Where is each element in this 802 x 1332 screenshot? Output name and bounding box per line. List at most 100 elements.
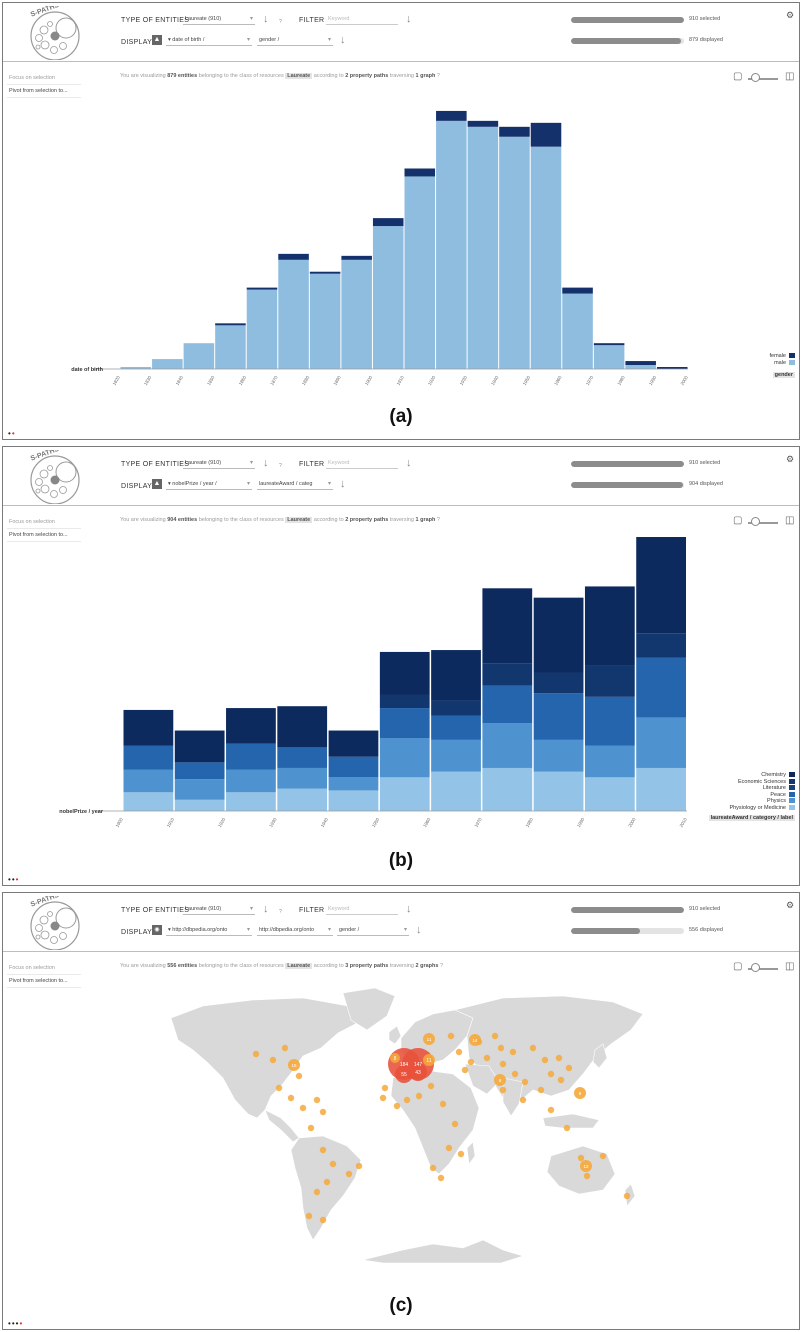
bar-physiology-or-medicine-1940[interactable]	[328, 790, 379, 811]
help-icon[interactable]: ?	[279, 909, 282, 915]
help-icon[interactable]: ?	[279, 19, 282, 25]
map-marker[interactable]	[313, 1188, 321, 1196]
bar-male-1910[interactable]	[404, 176, 436, 369]
bar-female-1970[interactable]	[593, 343, 625, 346]
x-axis-label[interactable]: nobelPrize / year	[59, 809, 104, 815]
map-marker-labeled[interactable]	[494, 1074, 506, 1086]
class-chip[interactable]: Laureate	[285, 73, 313, 79]
map-marker[interactable]	[547, 1070, 555, 1078]
bar-peace-1910[interactable]	[174, 762, 225, 780]
map-marker[interactable]	[427, 1082, 435, 1090]
map-marker[interactable]	[299, 1104, 307, 1112]
pagination-dots[interactable]: ••••	[8, 1319, 24, 1328]
bar-chemistry-1900[interactable]	[123, 709, 174, 746]
bar-female-1940[interactable]	[499, 126, 530, 137]
pagination-dots[interactable]: •••	[8, 875, 20, 884]
map-marker[interactable]	[429, 1164, 437, 1172]
map-marker-labeled[interactable]	[288, 1059, 300, 1071]
view-slider[interactable]	[748, 968, 778, 970]
legend-item[interactable]: Peace	[729, 792, 795, 799]
bar-male-1970[interactable]	[593, 345, 625, 369]
map-marker[interactable]	[269, 1056, 277, 1064]
map-marker[interactable]	[557, 1076, 565, 1084]
bar-physiology-or-medicine-1910[interactable]	[174, 799, 225, 811]
map-marker[interactable]	[415, 1092, 423, 1100]
bar-male-1960[interactable]	[562, 293, 593, 369]
map-marker[interactable]	[393, 1102, 401, 1110]
map-marker[interactable]	[511, 1070, 519, 1078]
help-icon[interactable]: ?	[279, 463, 282, 469]
path-select-3[interactable]: gender / ▾	[337, 925, 409, 936]
download-icon[interactable]: ↓	[263, 13, 269, 25]
map-marker[interactable]	[345, 1170, 353, 1178]
map-marker[interactable]	[313, 1096, 321, 1104]
map-marker[interactable]	[275, 1084, 283, 1092]
bar-physics-1990[interactable]	[584, 745, 635, 778]
path-select-1[interactable]: ▾ date of birth / ▾	[166, 35, 252, 46]
map-marker[interactable]	[281, 1044, 289, 1052]
map-marker-labeled[interactable]	[423, 1033, 435, 1045]
bar-chemistry-1930[interactable]	[277, 706, 328, 748]
bar-female-1980[interactable]	[625, 361, 656, 366]
bar-economic-sciences-1990[interactable]	[584, 665, 635, 697]
map-marker[interactable]	[499, 1086, 507, 1094]
bar-peace-1940[interactable]	[328, 756, 379, 778]
bar-physics-1970[interactable]	[482, 723, 533, 768]
bar-economic-sciences-1950[interactable]	[379, 694, 430, 709]
legend-item[interactable]: Literature	[729, 785, 795, 792]
map-marker[interactable]	[491, 1032, 499, 1040]
map-marker-labeled[interactable]	[580, 1160, 592, 1172]
display-download-icon[interactable]: ↓	[340, 478, 346, 490]
x-axis-label[interactable]: date of birth	[71, 367, 103, 373]
map-marker[interactable]	[381, 1084, 389, 1092]
keyword-input[interactable]: Keyword	[326, 14, 398, 25]
path-select-2[interactable]: laureateAward / categ ▾	[257, 479, 333, 490]
download-icon[interactable]: ↓	[263, 903, 269, 915]
map-marker[interactable]	[447, 1032, 455, 1040]
legend-item[interactable]: male	[769, 360, 795, 367]
map-marker[interactable]	[599, 1152, 607, 1160]
view-slider[interactable]	[748, 78, 778, 80]
map-marker[interactable]	[483, 1054, 491, 1062]
map-marker[interactable]	[451, 1120, 459, 1128]
map-marker[interactable]	[583, 1172, 591, 1180]
bar-chemistry-1970[interactable]	[482, 588, 533, 664]
bar-male-1860[interactable]	[246, 289, 278, 369]
split-view-icon[interactable]: ◫	[785, 961, 795, 972]
display-download-icon[interactable]: ↓	[416, 924, 422, 936]
bar-physiology-or-medicine-1970[interactable]	[482, 767, 533, 811]
map-marker[interactable]	[555, 1054, 563, 1062]
map-marker[interactable]	[455, 1048, 463, 1056]
bar-economic-sciences-2000[interactable]	[636, 633, 686, 658]
pivot-button[interactable]: Pivot from selection to...	[7, 529, 81, 542]
bar-male-1880[interactable]	[309, 273, 341, 369]
map-marker[interactable]	[439, 1100, 447, 1108]
bar-female-1910[interactable]	[404, 168, 436, 177]
bar-male-1830[interactable]	[152, 359, 183, 369]
view-slider[interactable]	[748, 522, 778, 524]
pagination-dots[interactable]: ••	[8, 429, 16, 438]
bar-physics-1930[interactable]	[277, 767, 328, 789]
bar-female-1950[interactable]	[530, 122, 562, 147]
chart-type-icon[interactable]: ▲	[152, 479, 162, 489]
class-chip[interactable]: Laureate	[285, 517, 313, 523]
bar-peace-1900[interactable]	[123, 745, 174, 770]
bar-male-1820[interactable]	[120, 367, 152, 369]
bar-female-1920[interactable]	[436, 110, 467, 121]
bar-chemistry-1940[interactable]	[328, 730, 379, 757]
bar-male-1980[interactable]	[625, 365, 656, 369]
map-marker[interactable]	[307, 1124, 315, 1132]
path-select-1[interactable]: ▾ http://dbpedia.org/onto ▾	[166, 925, 252, 936]
bar-peace-1960[interactable]	[431, 715, 481, 740]
map-marker-labeled[interactable]	[469, 1034, 481, 1046]
bar-female-1960[interactable]	[562, 287, 593, 294]
type-select[interactable]: Laureate (910) ▾	[183, 458, 255, 469]
help-icon[interactable]: ?	[439, 963, 444, 969]
bar-peace-1970[interactable]	[482, 685, 533, 724]
map-marker[interactable]	[319, 1108, 327, 1116]
bar-male-1840[interactable]	[183, 343, 215, 369]
legend-item[interactable]: Physics	[729, 798, 795, 805]
map-marker[interactable]	[379, 1094, 387, 1102]
bar-male-1930[interactable]	[467, 126, 499, 369]
